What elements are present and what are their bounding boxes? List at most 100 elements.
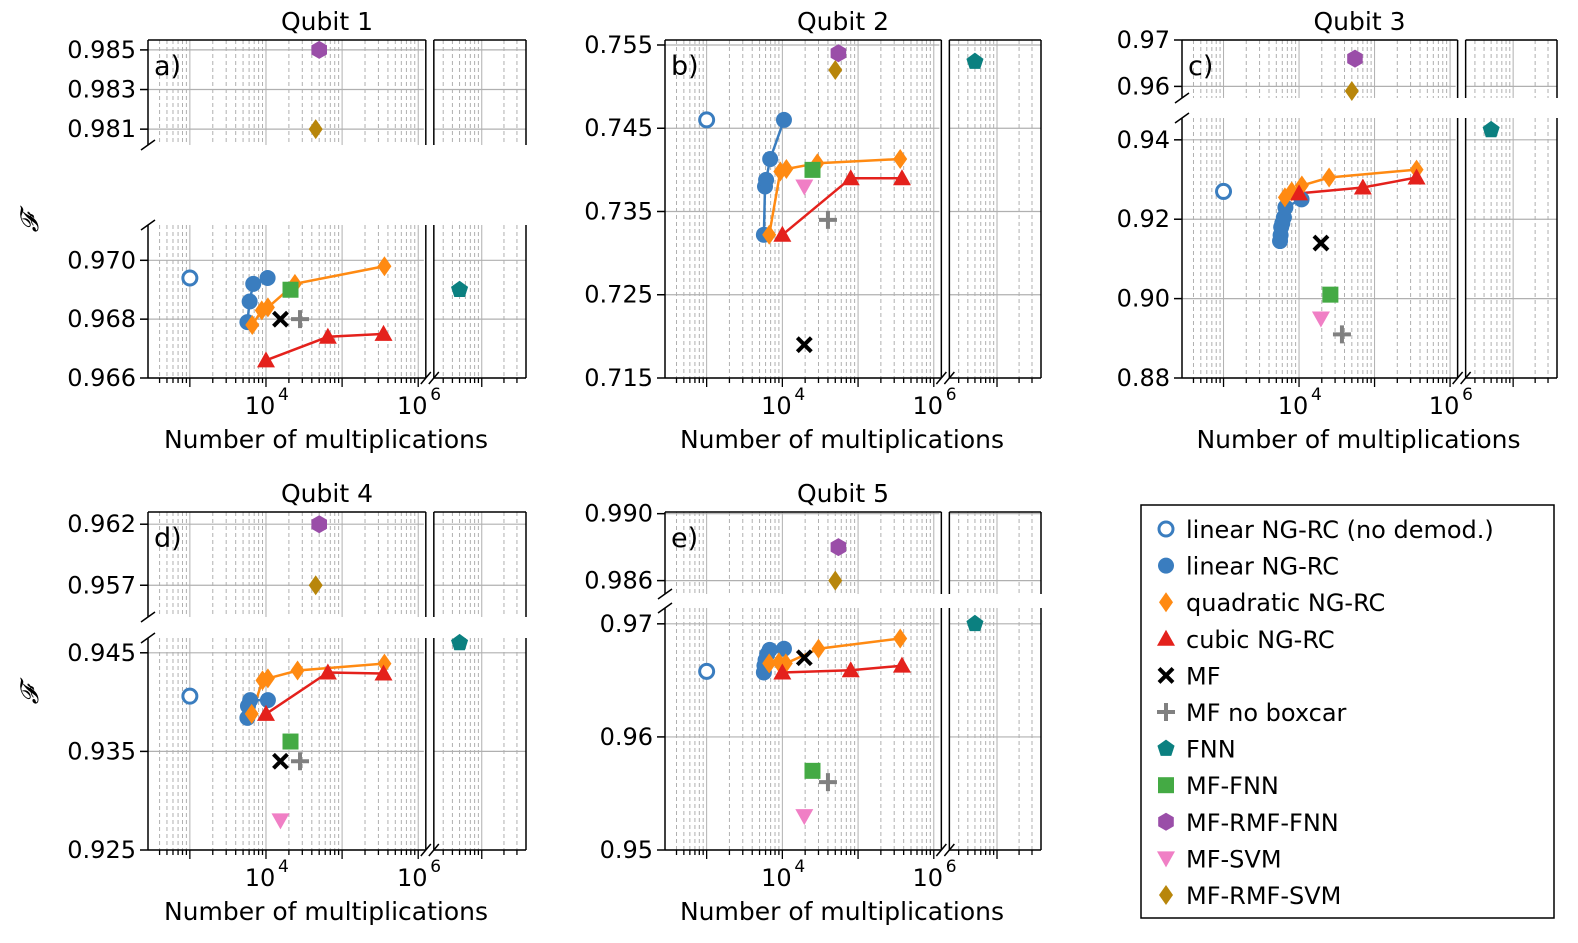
mf_rmf_fnn-point [830,538,847,557]
legend-item-mf: MF [1157,662,1221,690]
x-axis-label: Number of multiplications [164,897,488,926]
quadratic-point [762,653,777,674]
mf_fnn-point [804,161,821,178]
x-tick-label: 10 [397,864,428,892]
fnn-point [966,52,984,69]
x-tick-label: 10 [761,864,792,892]
x-tick-exponent: 4 [794,857,805,877]
legend-label: MF-FNN [1186,772,1279,800]
x-tick-label: 10 [397,392,428,420]
cubic-point [892,656,911,673]
legend-label: FNN [1186,736,1236,764]
y-tick-label: 0.94 [1117,126,1170,154]
legend-label: MF-SVM [1186,845,1282,873]
grid [148,512,526,851]
mf_nobox-point [818,773,837,792]
legend-marker [1157,739,1175,756]
mf_nobox-point [291,752,310,771]
legend-label: cubic NG-RC [1186,626,1335,654]
x-axis-label: Number of multiplications [680,897,1004,926]
legend-label: MF-RMF-FNN [1186,809,1339,837]
data-marks [181,515,469,830]
fnn-point [451,280,469,297]
linear-point [762,151,779,168]
axes-spines [140,39,527,385]
x-tick-labels: 10 4 10 6 [158,378,518,420]
fnn-point [1482,120,1500,138]
x-tick-exponent: 6 [430,385,441,405]
mf_rmf_fnn-point [311,40,327,59]
x-tick-exponent: 6 [430,857,441,877]
linear_nd-point [181,269,199,287]
linear-point [1277,199,1294,216]
quadratic-point [377,653,392,674]
legend-marker [1158,777,1174,794]
mf_rmf_svm-point [308,575,323,596]
y-tick-label: 0.962 [67,510,136,538]
quadratic-point [811,638,826,659]
linear-point [242,692,259,709]
legend-marker [1157,851,1175,868]
legend-item-mf_rmf_fnn: MF-RMF-FNN [1158,809,1339,837]
y-tick-label: 0.90 [1117,285,1170,313]
cubic-point [1407,168,1426,185]
mf_rmf_svm-point [828,570,843,591]
y-tick-label: 0.968 [67,305,136,333]
legend-item-fnn: FNN [1157,736,1236,764]
y-tick-label: 0.985 [67,36,136,64]
x-tick-exponent: 4 [1311,385,1322,405]
mf-point [272,752,289,770]
legend-marker [1157,520,1175,538]
data-marks [698,538,984,826]
x-tick-label: 10 [913,864,944,892]
mf_svm-point [1311,311,1330,328]
y-tick-label: 0.970 [67,246,136,274]
x-tick-label: 10 [761,392,792,420]
y-tick-label: 0.95 [600,836,653,864]
cubic-point [374,324,393,341]
quadratic-point [290,660,305,681]
grid [665,512,1041,851]
mf_fnn-point [282,281,299,298]
y-tick-label: 0.983 [67,76,136,104]
y-tick-label: 0.92 [1117,205,1170,233]
fnn-point [966,614,984,632]
axes-spines [1174,39,1558,385]
x-tick-labels: 10 4 10 6 [675,378,1033,420]
legend-label: MF no boxcar [1186,699,1347,727]
y-tick-labels: 0.97 0.96 0.94 0.92 0.90 0.88 [1117,26,1182,392]
cubic-point [1290,184,1309,201]
x-tick-exponent: 4 [278,385,289,405]
y-tick-labels: 0.755 0.745 0.735 0.725 0.715 [584,31,665,392]
y-tick-label: 0.97 [600,610,653,638]
cubic-point [841,661,860,678]
axes-spines [664,39,1042,385]
y-tick-label: 0.715 [584,364,653,392]
legend-item-mf_fnn: MF-FNN [1158,772,1279,800]
panel-title: Qubit 4 [281,479,373,508]
y-tick-label: 0.735 [584,197,653,225]
quadratic-point [260,297,275,318]
x-axis-label: Number of multiplications [164,425,488,454]
x-tick-exponent: 6 [946,385,957,405]
legend-label: linear NG-RC (no demod.) [1186,516,1494,544]
legend-marker [1159,592,1173,613]
quadratic-point [762,224,777,245]
cubic-point [318,327,337,344]
y-axis-label: 𝓕 [15,677,44,704]
mf_svm-point [795,179,814,196]
linear_nd-point [698,111,716,129]
linear-point [758,171,775,188]
y-tick-label: 0.745 [584,114,653,142]
y-tick-label: 0.96 [1117,72,1170,100]
legend-item-mf_svm: MF-SVM [1157,845,1282,873]
y-tick-label: 0.957 [67,571,136,599]
mf_rmf_svm-point [308,119,323,140]
data-marks [1215,49,1500,344]
panel-letter: e) [671,523,698,554]
panel-letter: c) [1188,51,1213,82]
y-tick-label: 0.990 [584,500,653,528]
axes-spines [657,511,1042,857]
mf_nobox-point [818,210,837,229]
